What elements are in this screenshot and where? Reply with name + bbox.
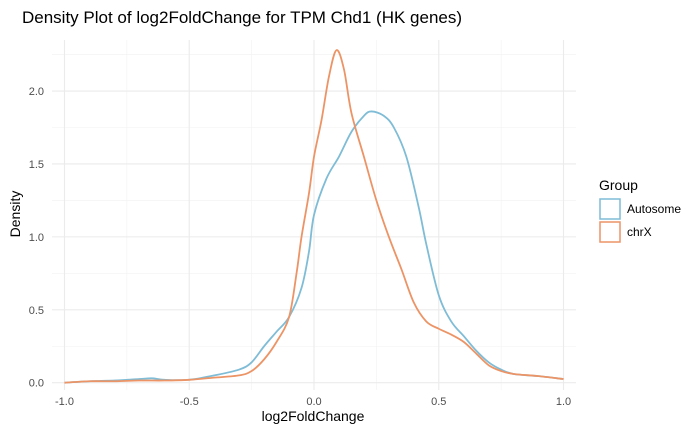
series-line-chrx bbox=[64, 49, 564, 384]
grid-major bbox=[52, 40, 576, 390]
y-tick-label: 2.0 bbox=[29, 86, 44, 98]
x-axis-title: log2FoldChange bbox=[262, 408, 365, 424]
y-tick-label: 1.5 bbox=[29, 159, 44, 171]
legend-title: Group bbox=[599, 177, 638, 193]
legend-label-chrx: chrX bbox=[627, 225, 652, 239]
x-tick-label: 1.0 bbox=[556, 396, 571, 408]
legend-key-autosome bbox=[599, 198, 621, 220]
y-axis-title: Density bbox=[7, 191, 23, 238]
y-axis-ticks: 0.0 0.5 1.0 1.5 2.0 bbox=[29, 86, 44, 390]
y-tick-label: 0.0 bbox=[29, 378, 44, 390]
y-tick-label: 0.5 bbox=[29, 305, 44, 317]
series-layer bbox=[64, 49, 564, 384]
x-axis-ticks: -1.0 -0.5 0.0 0.5 1.0 bbox=[55, 396, 571, 408]
legend-items: Autosome chrX bbox=[599, 198, 681, 243]
x-tick-label: 0.0 bbox=[306, 396, 321, 408]
x-tick-label: 0.5 bbox=[431, 396, 446, 408]
legend: Group Autosome chrX bbox=[599, 177, 681, 243]
legend-label-autosome: Autosome bbox=[627, 202, 681, 216]
x-tick-label: -1.0 bbox=[55, 396, 74, 408]
legend-key-chrx bbox=[599, 221, 621, 243]
x-tick-label: -0.5 bbox=[180, 396, 199, 408]
y-tick-label: 1.0 bbox=[29, 232, 44, 244]
chart-title: Density Plot of log2FoldChange for TPM C… bbox=[22, 8, 462, 27]
